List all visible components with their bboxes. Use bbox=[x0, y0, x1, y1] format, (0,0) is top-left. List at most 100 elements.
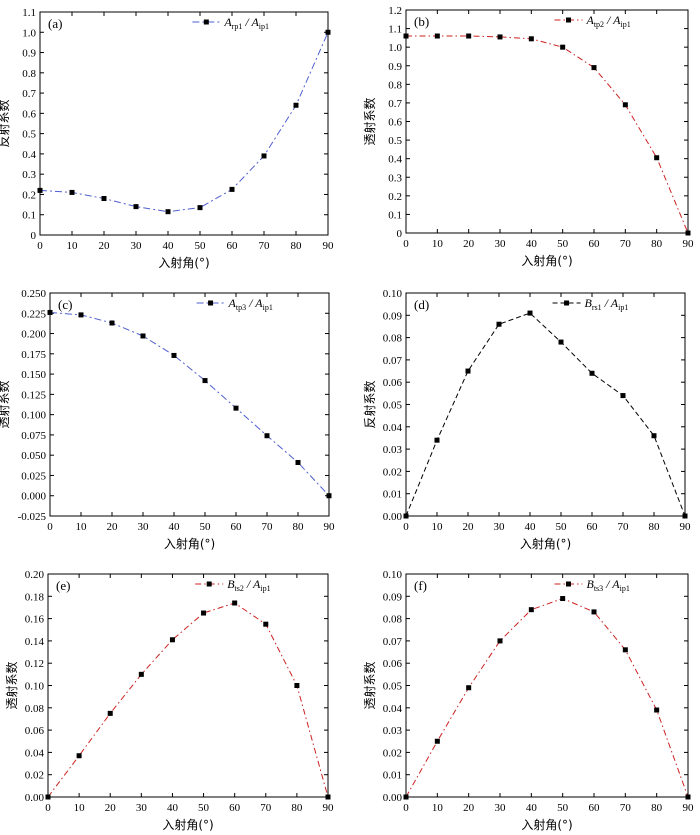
y-tick-label: 0.02 bbox=[383, 466, 402, 478]
x-tick-label: 90 bbox=[680, 521, 692, 533]
data-point bbox=[107, 710, 113, 716]
x-tick-label: 10 bbox=[76, 521, 88, 533]
data-point bbox=[78, 312, 84, 318]
x-tick-label: 90 bbox=[323, 802, 335, 814]
data-point bbox=[232, 600, 238, 606]
data-point bbox=[325, 29, 331, 35]
x-tick-label: 20 bbox=[463, 521, 475, 533]
x-tick-label: 50 bbox=[200, 521, 212, 533]
x-tick-label: 70 bbox=[620, 238, 632, 250]
data-point bbox=[133, 204, 139, 210]
y-tick-label: 0.01 bbox=[383, 770, 402, 782]
x-tick-label: 30 bbox=[138, 521, 150, 533]
y-tick-label: 0.05 bbox=[383, 400, 403, 412]
panel-label: (a) bbox=[48, 16, 62, 31]
data-point bbox=[560, 596, 566, 602]
y-tick-label: 0.2 bbox=[22, 189, 36, 201]
y-tick-label: 0.09 bbox=[383, 310, 403, 322]
legend-subscript: ts3 bbox=[594, 584, 603, 593]
data-point bbox=[294, 683, 300, 688]
y-tick-label: 0.1 bbox=[22, 210, 36, 222]
data-point bbox=[233, 405, 239, 411]
y-tick-label: 0.00 bbox=[383, 511, 403, 523]
legend-symbol: A bbox=[228, 296, 237, 310]
legend-subscript: tp3 bbox=[236, 303, 246, 312]
x-tick-label: 90 bbox=[683, 238, 695, 250]
legend-marker bbox=[565, 581, 571, 587]
legend-label: Atp2 / Aip1 bbox=[585, 13, 630, 29]
legend-marker bbox=[208, 300, 214, 306]
y-tick-label: -0.025 bbox=[18, 511, 47, 523]
x-tick-label: 60 bbox=[231, 521, 243, 533]
legend-symbol: A bbox=[612, 13, 621, 27]
x-tick-label: 90 bbox=[323, 240, 335, 252]
x-tick-label: 30 bbox=[136, 802, 148, 814]
legend-label: Bts2 / Aip1 bbox=[227, 577, 270, 593]
y-axis-title: 反射系数 bbox=[362, 380, 377, 428]
data-point bbox=[109, 320, 115, 326]
legend-separator: / bbox=[242, 15, 251, 29]
plot-frame bbox=[405, 292, 686, 517]
y-tick-label: 0.7 bbox=[22, 88, 36, 100]
legend-subscript: rp1 bbox=[232, 22, 243, 31]
y-tick-label: 0.07 bbox=[383, 636, 403, 648]
series-line bbox=[405, 312, 686, 517]
data-point bbox=[497, 34, 503, 40]
x-axis-title: 入射角(°) bbox=[521, 817, 572, 832]
legend-marker bbox=[203, 19, 209, 25]
y-tick-label: 0.04 bbox=[25, 747, 45, 759]
chart-panel-6: 0 10 20 30 40 50 60 70 80 90 0.00 0.01 0.02 0.03 0.04 0… bbox=[362, 569, 694, 832]
chart-panel-2: 0 10 20 30 40 50 60 70 80 90 0 0.1 0.2 0.3 0.4 0.5 0.6 0.… bbox=[362, 5, 694, 268]
y-tick-label: 0.03 bbox=[383, 725, 403, 737]
y-axis-title: 透射系数 bbox=[4, 661, 19, 709]
chart-panel-1: 0 10 20 30 40 50 60 70 80 90 0 0.1 0.2 0.3 0.4 0.5 0.6 0.… bbox=[0, 7, 334, 270]
y-tick-label: 0.200 bbox=[21, 329, 46, 341]
legend-separator: / bbox=[604, 13, 613, 27]
x-tick-label: 20 bbox=[463, 238, 475, 250]
data-point bbox=[403, 794, 409, 800]
y-tick-label: 0.6 bbox=[22, 108, 36, 120]
data-point bbox=[403, 33, 409, 39]
y-tick-label: 0.5 bbox=[22, 129, 36, 141]
x-tick-label: 40 bbox=[167, 802, 179, 814]
data-point bbox=[528, 607, 534, 613]
data-point bbox=[403, 513, 409, 519]
data-point bbox=[466, 33, 472, 39]
legend-subscript: ip1 bbox=[618, 303, 628, 312]
panel-label: (e) bbox=[56, 578, 70, 593]
legend-subscript: ip1 bbox=[263, 303, 273, 312]
data-point bbox=[654, 707, 660, 713]
series-line bbox=[406, 35, 689, 234]
plot-frame bbox=[49, 292, 330, 517]
x-axis-title: 入射角(°) bbox=[521, 253, 572, 268]
series-line bbox=[405, 597, 689, 798]
x-tick-label: 50 bbox=[557, 238, 569, 250]
y-tick-label: 0.000 bbox=[21, 491, 46, 503]
legend-label: Atp3 / Aip1 bbox=[228, 296, 273, 312]
x-tick-label: 20 bbox=[105, 802, 117, 814]
panel-label: (d) bbox=[414, 297, 429, 312]
plot-frame bbox=[47, 573, 329, 798]
x-axis-title: 入射角(°) bbox=[158, 255, 209, 270]
data-point bbox=[169, 637, 175, 643]
data-point bbox=[140, 333, 146, 339]
legend-subscript: tp2 bbox=[594, 20, 604, 29]
x-tick-label: 30 bbox=[495, 802, 507, 814]
data-point bbox=[527, 310, 533, 316]
y-tick-label: 0.07 bbox=[383, 355, 403, 367]
y-tick-label: 1.2 bbox=[388, 5, 402, 17]
plot-frame bbox=[405, 9, 689, 234]
x-tick-label: 20 bbox=[107, 521, 119, 533]
x-tick-label: 20 bbox=[99, 240, 111, 252]
y-tick-label: 0.5 bbox=[388, 135, 402, 147]
panel-label: (c) bbox=[58, 297, 72, 312]
x-tick-label: 80 bbox=[651, 802, 663, 814]
legend-symbol: A bbox=[252, 577, 261, 591]
data-point bbox=[622, 102, 628, 108]
x-tick-label: 50 bbox=[195, 240, 207, 252]
x-tick-label: 60 bbox=[229, 802, 241, 814]
y-tick-label: 0.08 bbox=[25, 703, 45, 715]
y-tick-label: 0.175 bbox=[21, 349, 46, 361]
y-tick-label: 1.0 bbox=[388, 42, 402, 54]
x-tick-label: 10 bbox=[74, 802, 86, 814]
